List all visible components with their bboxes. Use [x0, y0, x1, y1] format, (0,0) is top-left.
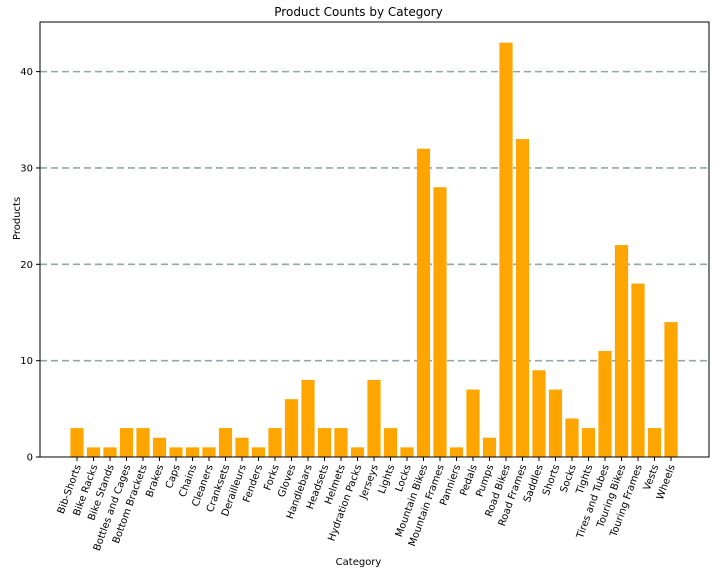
y-tick-label: 30: [20, 163, 33, 174]
bar: [383, 428, 398, 457]
bar: [202, 447, 216, 457]
y-tick-label: 40: [20, 67, 33, 78]
bar: [499, 42, 513, 457]
y-tick-label: 10: [20, 356, 33, 367]
bar: [70, 428, 84, 457]
bar: [334, 428, 348, 457]
bar: [251, 447, 266, 457]
chart-title: Product Counts by Category: [274, 5, 443, 19]
bar: [185, 447, 200, 457]
bars: [70, 42, 678, 458]
bar: [532, 370, 546, 457]
bar: [152, 437, 167, 457]
bar: [119, 428, 134, 457]
bar: [631, 283, 645, 457]
bar: [614, 245, 629, 457]
y-axis-label: Products: [12, 196, 23, 240]
bar: [466, 389, 480, 457]
bar: [482, 437, 497, 457]
bar: [400, 447, 414, 457]
bar: [169, 447, 183, 457]
bar: [235, 437, 249, 457]
bar: [515, 139, 530, 457]
bar: [598, 351, 612, 457]
bar: [301, 379, 315, 457]
bar: [86, 447, 101, 457]
bar: [103, 447, 117, 457]
bar: [218, 428, 233, 457]
bar: [548, 389, 563, 457]
y-tick-label: 20: [20, 260, 33, 271]
bar: [449, 447, 464, 457]
bar: [664, 322, 678, 457]
bar: [268, 428, 282, 457]
bar: [647, 428, 662, 457]
bar: [367, 379, 381, 457]
bar: [284, 399, 299, 457]
bar: [416, 148, 431, 458]
grid-lines: [40, 70, 709, 362]
y-axis-ticks: 0 10 20 30 40: [20, 67, 40, 464]
bar: [433, 187, 447, 458]
x-axis-label: Category: [335, 557, 382, 568]
bar: [581, 428, 596, 457]
bar: [350, 447, 365, 457]
bar: [317, 428, 332, 457]
y-tick-label: 0: [27, 453, 33, 464]
bar: [565, 418, 579, 457]
bar: [136, 428, 150, 457]
